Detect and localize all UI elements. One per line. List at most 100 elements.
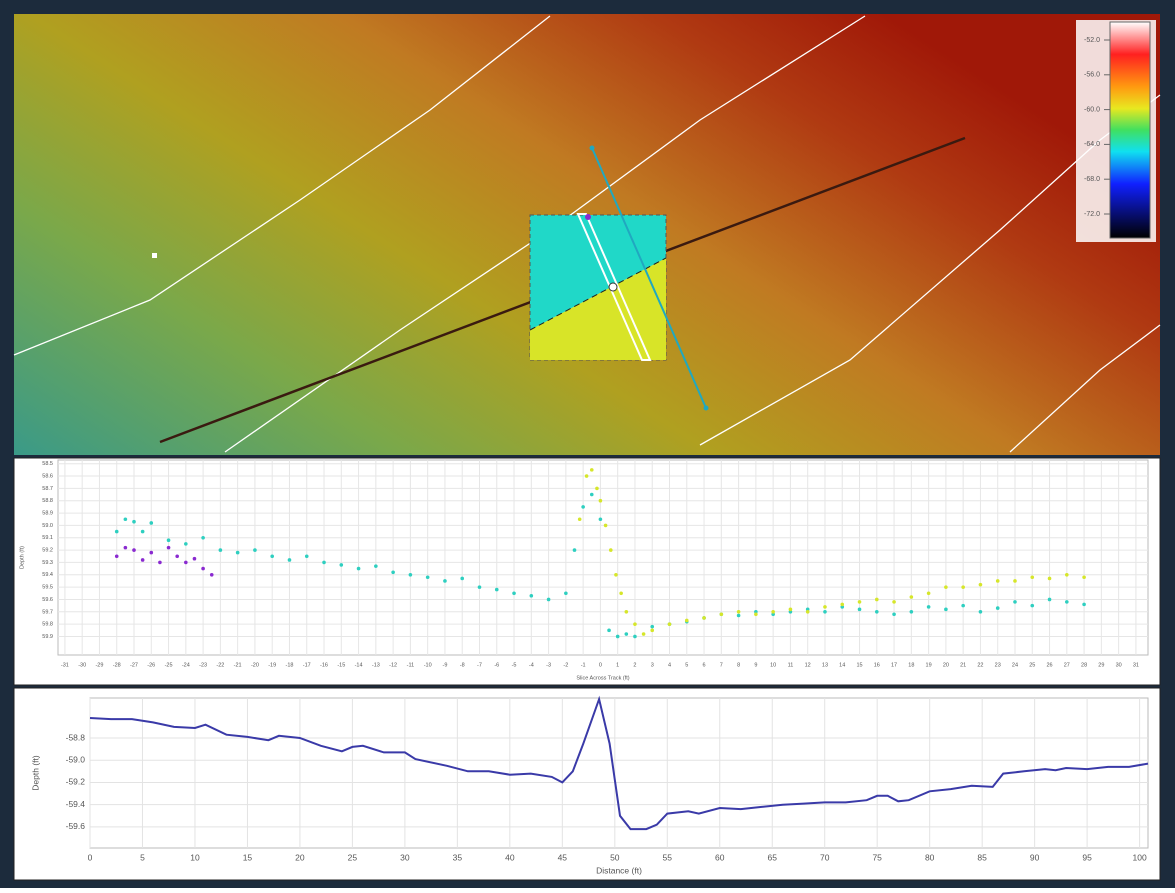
point [339, 563, 343, 567]
point [858, 600, 862, 604]
x-tick-label: 40 [505, 852, 515, 862]
point [1013, 579, 1017, 583]
point [564, 591, 568, 595]
point [1048, 577, 1052, 581]
cross-line-end[interactable] [704, 406, 709, 411]
colorbar-label: -56.0 [1084, 72, 1100, 79]
point [1030, 575, 1034, 579]
x-tick-label: -17 [303, 662, 311, 668]
target [152, 253, 157, 258]
x-tick-label: 13 [822, 662, 828, 668]
point [1082, 575, 1086, 579]
point [167, 546, 171, 550]
point [590, 468, 594, 472]
y-tick-label: 59.1 [42, 535, 53, 541]
point [840, 603, 844, 607]
point [910, 595, 914, 599]
x-tick-label: -28 [113, 662, 121, 668]
x-tick-label: 5 [685, 662, 688, 668]
x-tick-label: -7 [477, 662, 482, 668]
point [426, 575, 430, 579]
point [616, 635, 620, 639]
x-tick-label: 15 [856, 662, 862, 668]
x-tick-label: -31 [61, 662, 69, 668]
point [979, 610, 983, 614]
x-tick-label: -21 [234, 662, 242, 668]
y-tick-label: -59.0 [66, 754, 86, 764]
x-tick-label: -30 [78, 662, 86, 668]
map-view: -52.0-56.0-60.0-64.0-68.0-72.0 [14, 14, 1160, 455]
x-tick-label: -19 [268, 662, 276, 668]
point [1065, 600, 1069, 604]
x-tick-label: 8 [737, 662, 740, 668]
point [875, 598, 879, 602]
point [625, 632, 629, 636]
x-tick-label: -16 [320, 662, 328, 668]
x-tick-label: -18 [285, 662, 293, 668]
point [633, 635, 637, 639]
x-tick-label: 75 [872, 852, 882, 862]
x-tick-label: 85 [977, 852, 987, 862]
x-tick-label: -2 [563, 662, 568, 668]
x-tick-label: 30 [1116, 662, 1122, 668]
point [132, 520, 136, 524]
colorbar-label: -52.0 [1084, 37, 1100, 44]
x-tick-label: 26 [1046, 662, 1052, 668]
point [633, 622, 637, 626]
point [236, 551, 240, 555]
x-tick-label: 9 [754, 662, 757, 668]
point [391, 571, 395, 575]
y-axis-label: Depth (ft) [30, 755, 40, 791]
point [193, 557, 197, 561]
x-tick-label: -23 [199, 662, 207, 668]
x-tick-label: -12 [389, 662, 397, 668]
point [944, 608, 948, 612]
point [322, 561, 326, 565]
y-tick-label: -59.6 [66, 821, 86, 831]
x-tick-label: 19 [926, 662, 932, 668]
point [961, 585, 965, 589]
x-tick-label: 50 [610, 852, 620, 862]
x-tick-label: 30 [400, 852, 410, 862]
point [650, 625, 654, 629]
point [625, 610, 629, 614]
point [607, 629, 611, 633]
x-tick-label: -25 [165, 662, 173, 668]
x-tick-label: 15 [243, 852, 253, 862]
point [149, 551, 153, 555]
y-tick-label: 58.9 [42, 511, 53, 517]
cross-line-end[interactable] [590, 146, 595, 151]
point [585, 474, 589, 478]
point [927, 591, 931, 595]
x-tick-label: 31 [1133, 662, 1139, 668]
point [288, 558, 292, 562]
point [1013, 600, 1017, 604]
point [132, 548, 136, 552]
x-tick-label: 0 [599, 662, 602, 668]
point [789, 608, 793, 612]
x-tick-label: 18 [908, 662, 914, 668]
point [927, 605, 931, 609]
x-tick-label: 10 [190, 852, 200, 862]
y-tick-label: 58.8 [42, 498, 53, 504]
x-tick-label: -9 [442, 662, 447, 668]
point [184, 561, 188, 565]
point [478, 585, 482, 589]
x-tick-label: 80 [925, 852, 935, 862]
point [720, 612, 724, 616]
x-tick-label: -5 [512, 662, 517, 668]
point [650, 629, 654, 633]
slice-center[interactable] [609, 283, 617, 291]
point [141, 530, 145, 534]
x-tick-label: -24 [182, 662, 190, 668]
x-tick-label: 2 [633, 662, 636, 668]
x-tick-label: -26 [147, 662, 155, 668]
x-tick-label: 11 [788, 662, 794, 668]
point [158, 561, 162, 565]
x-tick-label: 60 [715, 852, 725, 862]
point [614, 573, 618, 577]
point [892, 612, 896, 616]
point [619, 591, 623, 595]
point [1082, 603, 1086, 607]
x-tick-label: 14 [839, 662, 845, 668]
